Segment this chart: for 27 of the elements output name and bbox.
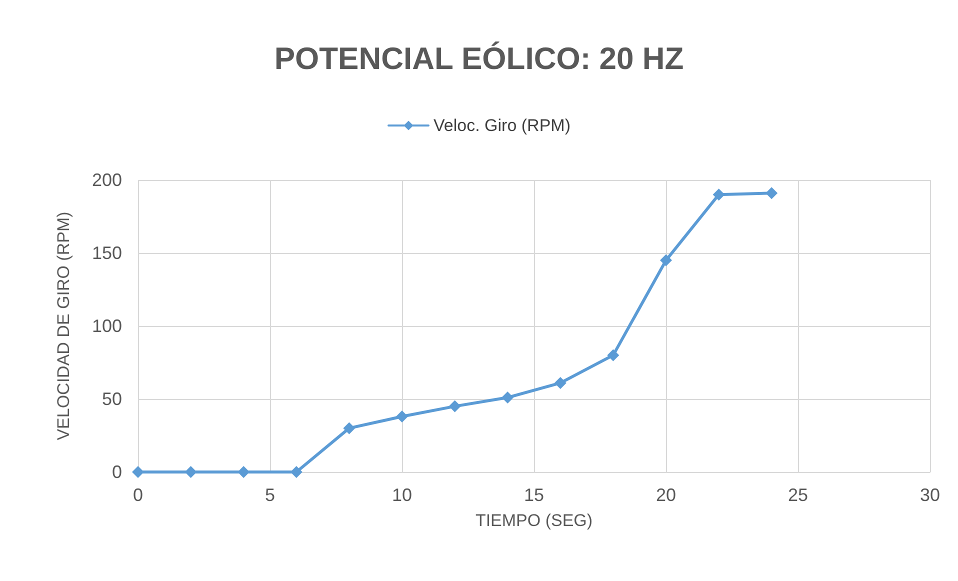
point xyxy=(448,400,461,412)
chart-title: POTENCIAL EÓLICO: 20 HZ xyxy=(274,41,684,76)
point xyxy=(554,376,566,389)
y-tick-label: 200 xyxy=(92,170,122,190)
point xyxy=(607,349,620,362)
y-tick-label: 100 xyxy=(92,316,122,336)
x-tick-label: 30 xyxy=(920,485,940,505)
point xyxy=(132,466,144,478)
y-tick-label: 150 xyxy=(92,243,122,263)
legend-label: Veloc. Giro (RPM) xyxy=(434,116,570,135)
point xyxy=(660,254,672,266)
x-tick-label: 5 xyxy=(264,485,276,505)
point xyxy=(712,188,725,201)
x-tick-label: 25 xyxy=(788,485,808,505)
point xyxy=(184,466,197,478)
point xyxy=(766,187,778,200)
y-tick-label: 0 xyxy=(112,462,122,482)
x-tick-label: 10 xyxy=(392,485,412,505)
x-axis-title: TIEMPO (SEG) xyxy=(475,511,593,530)
point xyxy=(396,410,408,423)
x-tick-label: 0 xyxy=(132,485,144,505)
y-axis-title: VELOCIDAD DE GIRO (RPM) xyxy=(54,212,73,440)
x-tick-label: 20 xyxy=(656,485,676,505)
x-tick-label: 15 xyxy=(524,485,544,505)
point xyxy=(343,422,356,434)
y-tick-label: 50 xyxy=(102,389,122,409)
point xyxy=(502,392,514,404)
